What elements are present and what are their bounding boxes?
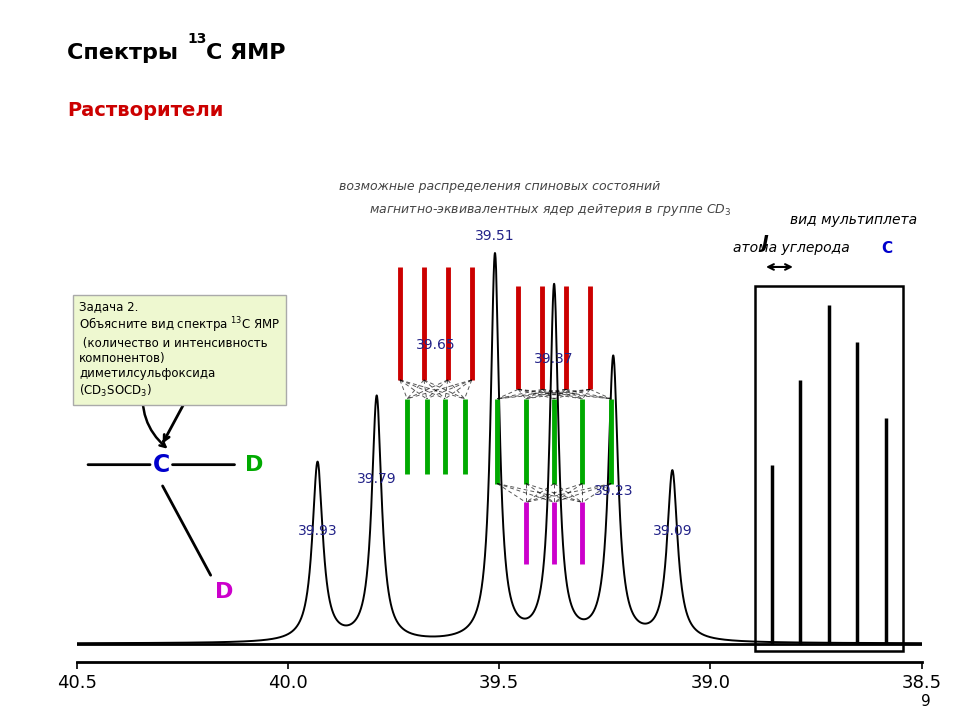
Text: Задача 2.
Объясните вид спектра $^{13}$C ЯМР
 (количество и интенсивность
компон: Задача 2. Объясните вид спектра $^{13}$C… (79, 300, 280, 399)
Text: магнитно-эквивалентных ядер дейтерия в группе CD$_3$: магнитно-эквивалентных ядер дейтерия в г… (369, 202, 732, 218)
Text: D: D (220, 328, 238, 348)
Text: 39.23: 39.23 (593, 484, 633, 498)
Bar (755, 286, 902, 651)
Text: 13: 13 (187, 32, 206, 46)
Text: 39.65: 39.65 (416, 338, 456, 351)
Text: D: D (245, 454, 263, 474)
Text: D: D (215, 582, 234, 602)
Text: вид мультиплета: вид мультиплета (790, 213, 918, 227)
Text: Спектры: Спектры (67, 43, 186, 63)
Text: 9: 9 (922, 693, 931, 708)
Text: 39.37: 39.37 (535, 352, 574, 366)
Text: 39.09: 39.09 (653, 523, 692, 538)
Text: 39.79: 39.79 (357, 472, 396, 486)
Text: 39.51: 39.51 (475, 230, 515, 243)
Text: 39.93: 39.93 (298, 523, 337, 538)
Text: C ЯМР: C ЯМР (206, 43, 286, 63)
Text: Растворители: Растворители (67, 101, 224, 120)
Text: C: C (881, 240, 893, 256)
Text: атома углерода: атома углерода (732, 241, 854, 255)
Text: J: J (761, 234, 768, 252)
Text: возможные распределения спиновых состояний: возможные распределения спиновых состоян… (339, 181, 660, 194)
Text: C: C (153, 453, 170, 477)
